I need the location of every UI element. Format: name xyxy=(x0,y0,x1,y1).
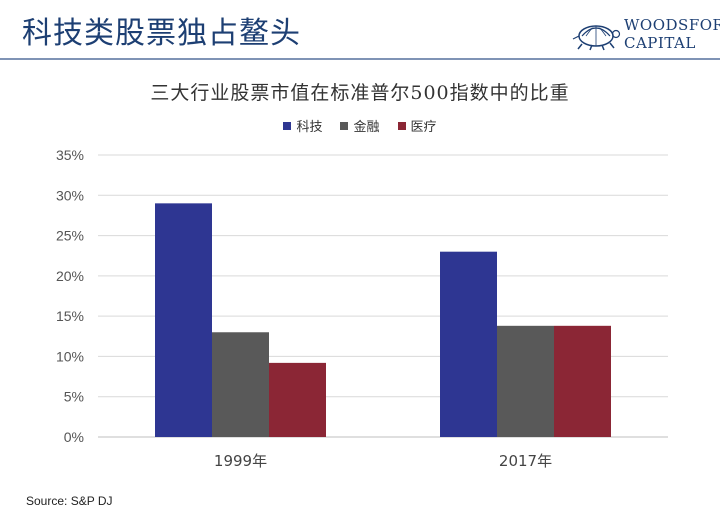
bar-tech xyxy=(440,251,497,437)
header-divider xyxy=(0,58,720,60)
y-tick-label: 10% xyxy=(56,348,84,364)
bar-tech xyxy=(155,203,212,437)
logo-text-line1: WOODSFORD xyxy=(624,16,720,34)
legend-swatch-tech xyxy=(283,121,292,130)
bar-health xyxy=(554,325,611,437)
logo-text-line2: CAPITAL xyxy=(624,34,696,52)
y-tick-label: 20% xyxy=(56,268,84,284)
legend-swatch-finance xyxy=(340,121,349,130)
y-tick-label: 30% xyxy=(56,187,84,203)
x-category-label: 1999年 xyxy=(214,452,267,470)
chart-legend: 科技 金融 医疗 xyxy=(0,116,720,135)
y-tick-label: 15% xyxy=(56,308,84,324)
y-tick-label: 25% xyxy=(56,228,84,244)
x-category-label: 2017年 xyxy=(499,452,552,470)
company-logo: WOODSFORD CAPITAL xyxy=(572,14,720,56)
legend-label-finance: 金融 xyxy=(353,120,380,135)
source-note: Source: S&P DJ xyxy=(26,494,113,508)
legend-swatch-health xyxy=(397,121,406,130)
chart-title: 三大行业股票市值在标准普尔500指数中的比重 xyxy=(150,82,570,104)
bar-finance xyxy=(212,332,269,437)
bar-finance xyxy=(497,325,554,437)
legend-label-health: 医疗 xyxy=(410,120,437,135)
legend-item-tech: 科技 xyxy=(283,116,322,135)
legend-label-tech: 科技 xyxy=(296,120,323,135)
slide-title: 科技类股票独占鳌头 xyxy=(22,16,301,51)
turtle-logo-icon xyxy=(572,25,621,51)
y-tick-label: 35% xyxy=(56,147,84,163)
y-tick-label: 0% xyxy=(64,429,84,445)
y-tick-label: 5% xyxy=(64,389,84,405)
legend-item-finance: 金融 xyxy=(340,116,380,135)
legend-item-health: 医疗 xyxy=(397,116,437,135)
bar-health xyxy=(269,362,326,437)
